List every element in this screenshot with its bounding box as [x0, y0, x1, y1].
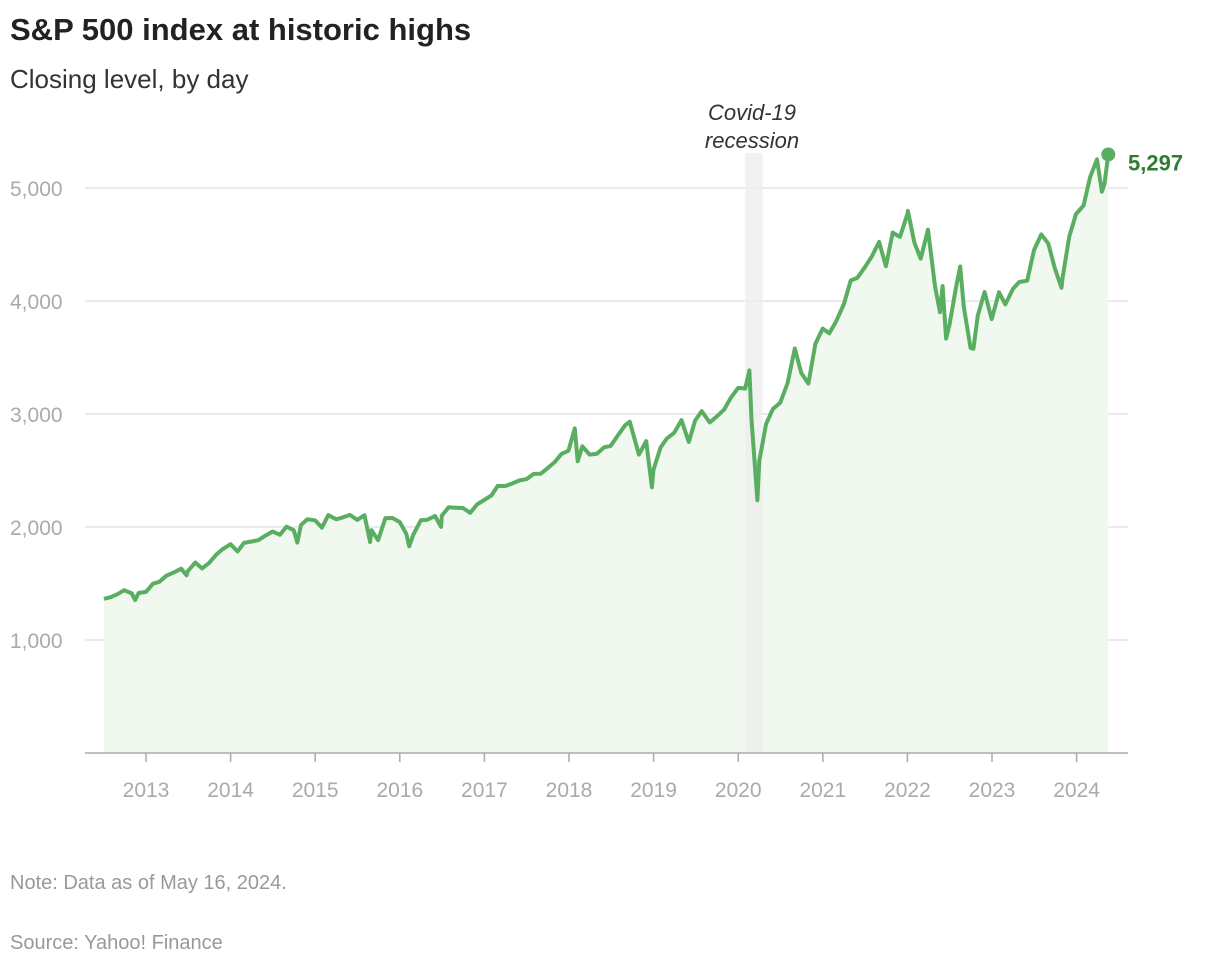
x-tick-label: 2013	[123, 779, 170, 802]
chart-source: Source: Yahoo! Finance	[10, 932, 223, 954]
chart-note: Note: Data as of May 16, 2024.	[10, 872, 287, 894]
x-tick-label: 2020	[715, 779, 762, 802]
end-point-marker	[1101, 147, 1116, 162]
annotation-label: Covid-19	[708, 100, 796, 125]
x-tick-label: 2018	[546, 779, 593, 802]
x-tick-label: 2015	[292, 779, 339, 802]
y-tick-label: 4,000	[10, 291, 63, 314]
annotation-label: recession	[705, 128, 799, 153]
x-tick-label: 2021	[799, 779, 846, 802]
x-tick-label: 2014	[207, 779, 254, 802]
x-tick-label: 2017	[461, 779, 508, 802]
x-tick-label: 2019	[630, 779, 677, 802]
x-tick-label: 2023	[969, 779, 1016, 802]
y-tick-label: 5,000	[10, 178, 63, 201]
area-fill	[103, 154, 1109, 753]
y-tick-label: 3,000	[10, 404, 63, 427]
x-tick-label: 2016	[376, 779, 423, 802]
y-tick-label: 2,000	[10, 517, 63, 540]
end-value-label: 5,297	[1128, 150, 1183, 175]
x-tick-label: 2022	[884, 779, 931, 802]
x-tick-label: 2024	[1053, 779, 1100, 802]
y-tick-label: 1,000	[10, 630, 63, 653]
chart-subtitle: Closing level, by day	[10, 64, 249, 94]
chart-title: S&P 500 index at historic highs	[10, 12, 472, 47]
